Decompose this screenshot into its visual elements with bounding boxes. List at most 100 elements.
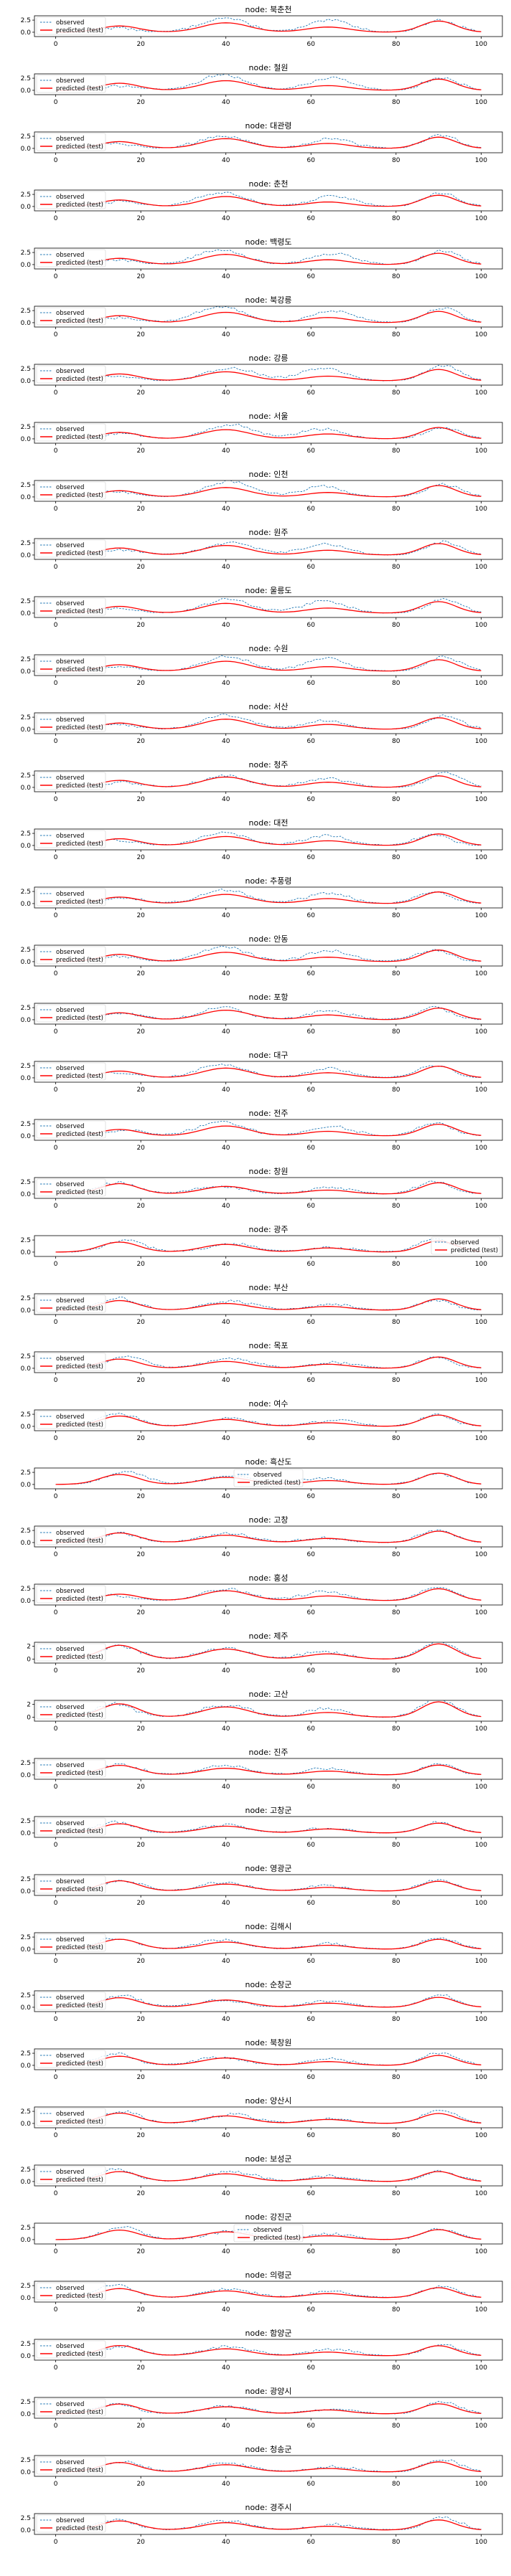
x-tick-label: 100	[475, 389, 487, 397]
x-tick-label: 80	[392, 1145, 400, 1152]
x-tick-label: 60	[307, 1377, 316, 1384]
x-tick-label: 20	[136, 1086, 145, 1094]
x-tick-label: 0	[54, 1667, 58, 1675]
x-tick-label: 20	[136, 157, 145, 164]
panel-title: node: 영광군	[245, 1864, 291, 1873]
observed-line	[55, 1297, 482, 1311]
predicted-line	[55, 659, 482, 672]
y-tick-label: 2.5	[21, 1586, 31, 1593]
x-tick-label: 80	[392, 41, 400, 48]
y-tick-label: 2	[27, 1701, 31, 1708]
y-tick-label: 0.0	[21, 2411, 32, 2418]
x-tick-label: 20	[136, 1435, 145, 1442]
x-tick-label: 20	[136, 273, 145, 280]
observed-line	[55, 831, 482, 846]
x-tick-label: 100	[475, 2364, 487, 2372]
node-panel: node: 전주 0 20 40 60 80 100 0.0 2.5 observedpredic…	[21, 1109, 503, 1152]
x-tick-label: 60	[307, 1842, 316, 1849]
predicted-line	[55, 1356, 482, 1369]
node-panel: node: 창원 0 20 40 60 80 100 0.0 2.5 observedpredic…	[21, 1167, 503, 1210]
y-tick-label: 0.0	[21, 1830, 32, 1837]
x-tick-label: 40	[222, 1028, 230, 1036]
legend-predicted-label: predicted (test)	[56, 840, 103, 848]
x-tick-label: 60	[307, 1145, 316, 1152]
node-panel: node: 서울 0 20 40 60 80 100 0.0 2.5 observedpredic…	[21, 412, 503, 455]
x-tick-label: 80	[392, 2132, 400, 2139]
axes-frame	[34, 2048, 503, 2070]
y-tick-label: 0.0	[21, 1482, 32, 1489]
y-tick-label: 2.5	[21, 366, 31, 373]
x-tick-label: 60	[307, 448, 316, 455]
x-tick-label: 80	[392, 2190, 400, 2197]
x-tick-label: 80	[392, 680, 400, 687]
axes-frame	[34, 2339, 503, 2361]
y-tick-label: 2.5	[21, 2341, 31, 2348]
node-panel: node: 대관령 0 20 40 60 80 100 0.0 2.5 observedpredi…	[21, 121, 503, 164]
predicted-line	[55, 369, 482, 382]
y-tick-label: 2.5	[21, 714, 31, 721]
panel-title: node: 청주	[249, 760, 289, 770]
x-tick-label: 60	[307, 1551, 316, 1558]
legend-predicted-label: predicted (test)	[56, 1886, 103, 1893]
axes-frame	[34, 1932, 503, 1954]
node-panel: node: 청주 0 20 40 60 80 100 0.0 2.5 observedpredic…	[21, 760, 503, 803]
panel-title: node: 제주	[249, 1632, 289, 1641]
x-tick-label: 20	[136, 1958, 145, 1965]
x-tick-label: 40	[222, 157, 230, 164]
axes-frame	[34, 1758, 503, 1780]
y-tick-label: 2.5	[21, 308, 31, 315]
observed-line	[55, 889, 482, 904]
y-tick-label: 2.5	[21, 2108, 31, 2116]
predicted-line	[55, 1530, 482, 1543]
node-panel: node: 백령도 0 20 40 60 80 100 0.0 2.5 observedpredi…	[21, 237, 503, 280]
y-tick-label: 2.5	[21, 947, 31, 954]
y-tick-label: 2.5	[21, 2515, 31, 2522]
legend-predicted-label: predicted (test)	[56, 318, 103, 325]
axes-frame	[34, 1119, 503, 1141]
legend-observed-label: observed	[56, 658, 84, 666]
y-tick-label: 0.0	[21, 1540, 32, 1547]
observed-line	[55, 2110, 482, 2124]
predicted-line	[55, 833, 482, 846]
x-tick-label: 0	[54, 2423, 58, 2430]
panel-title: node: 원주	[249, 528, 289, 537]
x-tick-label: 0	[54, 912, 58, 919]
x-tick-label: 0	[54, 1028, 58, 1036]
x-tick-label: 80	[392, 331, 400, 338]
y-tick-label: 2	[27, 1643, 31, 1650]
y-tick-label: 0.0	[21, 378, 32, 385]
legend-predicted-label: predicted (test)	[56, 1770, 103, 1777]
axes-frame	[34, 364, 503, 386]
x-tick-label: 60	[307, 331, 316, 338]
legend-observed-label: observed	[253, 1472, 281, 1479]
predicted-line	[55, 601, 482, 614]
x-tick-label: 0	[54, 157, 58, 164]
x-tick-label: 20	[136, 99, 145, 106]
x-tick-label: 80	[392, 622, 400, 629]
axes-frame	[34, 1642, 503, 1664]
legend-predicted-label: predicted (test)	[56, 2525, 103, 2532]
x-tick-label: 60	[307, 1900, 316, 1907]
x-tick-label: 60	[307, 1725, 316, 1733]
x-tick-label: 60	[307, 2481, 316, 2488]
x-tick-label: 100	[475, 622, 487, 629]
y-tick-label: 2.5	[21, 17, 31, 24]
observed-line	[55, 1355, 482, 1369]
x-tick-label: 40	[222, 1551, 230, 1558]
x-tick-label: 100	[475, 1086, 487, 1094]
x-tick-label: 40	[222, 1667, 230, 1675]
x-tick-label: 0	[54, 2190, 58, 2197]
x-tick-label: 80	[392, 1667, 400, 1675]
predicted-line	[55, 2287, 482, 2298]
y-tick-label: 2.5	[21, 2283, 31, 2290]
observed-line	[55, 2283, 482, 2298]
y-tick-label: 2.5	[21, 1063, 31, 1070]
x-tick-label: 0	[54, 1493, 58, 1500]
